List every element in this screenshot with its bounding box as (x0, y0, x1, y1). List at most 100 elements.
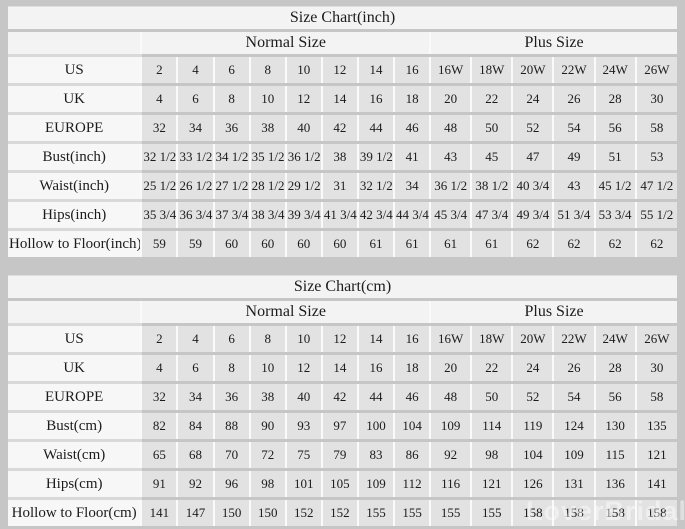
size-value-cell: 35 3/4 (140, 199, 178, 230)
size-value-cell: 104 (393, 410, 431, 441)
size-value-cell: 115 (593, 439, 636, 470)
row-label: US (8, 323, 142, 354)
size-value-cell: 158 (634, 497, 677, 526)
table-title: Size Chart(cm) (8, 275, 677, 300)
size-value-cell: 22W (552, 323, 595, 354)
row-label: Bust(cm) (8, 410, 142, 441)
table-row: Hollow to Floor(inch) 59 59 60 60 60 60 61 61 61 6… (8, 228, 677, 257)
size-value-cell: 152 (320, 497, 358, 526)
size-value-cell: 61 (393, 228, 431, 257)
size-value-cell: 2 (140, 54, 178, 85)
row-label: Waist(inch) (8, 170, 142, 201)
size-value-cell: 46 (393, 112, 431, 143)
size-value-cell: 98 (470, 439, 513, 470)
size-value-cell: 65 (140, 439, 178, 470)
size-value-cell: 52 (511, 381, 554, 412)
size-value-cell: 90 (248, 410, 286, 441)
size-value-cell: 16W (429, 54, 472, 85)
size-value-cell: 8 (212, 352, 250, 383)
size-value-cell: 60 (284, 228, 322, 257)
table-row: EUROPE 32 34 36 38 40 42 44 46 48 50 52 54 56 58 (8, 381, 677, 412)
size-value-cell: 26W (634, 323, 677, 354)
size-value-cell: 60 (248, 228, 286, 257)
size-value-cell: 44 3/4 (393, 199, 431, 230)
size-value-cell: 34 (176, 112, 214, 143)
size-value-cell: 20W (511, 323, 554, 354)
size-value-cell: 49 (552, 141, 595, 172)
size-value-cell: 14 (356, 323, 395, 354)
size-value-cell: 36 3/4 (176, 199, 214, 230)
size-value-cell: 47 1/2 (634, 170, 677, 201)
size-value-cell: 34 (393, 170, 431, 201)
normal-size-header: Normal Size (140, 298, 431, 325)
size-value-cell: 39 1/2 (356, 141, 395, 172)
size-value-cell: 44 (356, 381, 395, 412)
size-value-cell: 62 (552, 228, 595, 257)
row-label: US (8, 54, 142, 85)
corner-cell (8, 298, 142, 325)
size-value-cell: 22 (470, 83, 513, 114)
size-value-cell: 26 (552, 352, 595, 383)
size-value-cell: 93 (284, 410, 322, 441)
table-row: Hips(cm) 91 92 96 98 101 105 109 112 116 121 126 131… (8, 468, 677, 499)
size-value-cell: 141 (634, 468, 677, 499)
size-value-cell: 158 (511, 497, 554, 526)
table-row: Bust(cm) 82 84 88 90 93 97 100 104 109 114 119 124 13… (8, 410, 677, 441)
size-value-cell: 47 (511, 141, 554, 172)
size-value-cell: 109 (429, 410, 472, 441)
size-value-cell: 131 (552, 468, 595, 499)
size-value-cell: 6 (212, 323, 250, 354)
size-value-cell: 4 (140, 352, 178, 383)
size-value-cell: 26 1/2 (176, 170, 214, 201)
size-value-cell: 35 1/2 (248, 141, 286, 172)
size-value-cell: 12 (320, 54, 358, 85)
size-value-cell: 98 (248, 468, 286, 499)
size-value-cell: 28 1/2 (248, 170, 286, 201)
size-value-cell: 18 (393, 83, 431, 114)
size-value-cell: 16 (356, 352, 395, 383)
corner-cell (8, 29, 142, 56)
size-value-cell: 72 (248, 439, 286, 470)
size-value-cell: 62 (593, 228, 636, 257)
table-row: UK 4 6 8 10 12 14 16 18 20 22 24 26 28 30 (8, 352, 677, 383)
size-value-cell: 48 (429, 112, 472, 143)
size-value-cell: 84 (176, 410, 214, 441)
size-value-cell: 136 (593, 468, 636, 499)
table-row: Waist(inch) 25 1/2 26 1/2 27 1/2 28 1/2 29 1/… (8, 170, 677, 201)
size-value-cell: 6 (176, 352, 214, 383)
size-value-cell: 4 (176, 323, 214, 354)
size-value-cell: 32 1/2 (140, 141, 178, 172)
table-row: Bust(inch) 32 1/2 33 1/2 34 1/2 35 1/2 36 1/2… (8, 141, 677, 172)
size-value-cell: 51 3/4 (552, 199, 595, 230)
size-value-cell: 61 (356, 228, 395, 257)
size-value-cell: 18W (470, 323, 513, 354)
plus-size-header: Plus Size (429, 298, 677, 325)
size-value-cell: 155 (393, 497, 431, 526)
size-value-cell: 150 (248, 497, 286, 526)
row-label: Hips(cm) (8, 468, 142, 499)
size-value-cell: 109 (356, 468, 395, 499)
size-value-cell: 18 (393, 352, 431, 383)
size-value-cell: 24W (593, 323, 636, 354)
size-value-cell: 26 (552, 83, 595, 114)
size-value-cell: 79 (320, 439, 358, 470)
size-value-cell: 10 (284, 54, 322, 85)
size-value-cell: 33 1/2 (176, 141, 214, 172)
size-value-cell: 16 (356, 83, 395, 114)
size-value-cell: 141 (140, 497, 178, 526)
size-value-cell: 22 (470, 352, 513, 383)
row-label: EUROPE (8, 112, 142, 143)
size-value-cell: 91 (140, 468, 178, 499)
size-chart-cm-table: Size Chart(cm) Normal Size Plus Size US 2 4 6 8… (8, 275, 677, 526)
size-value-cell: 55 1/2 (634, 199, 677, 230)
size-value-cell: 68 (176, 439, 214, 470)
size-value-cell: 124 (552, 410, 595, 441)
size-value-cell: 45 3/4 (429, 199, 472, 230)
size-value-cell: 56 (593, 381, 636, 412)
size-value-cell: 47 3/4 (470, 199, 513, 230)
size-value-cell: 6 (176, 83, 214, 114)
size-value-cell: 59 (140, 228, 178, 257)
size-value-cell: 46 (393, 381, 431, 412)
size-value-cell: 8 (248, 323, 286, 354)
